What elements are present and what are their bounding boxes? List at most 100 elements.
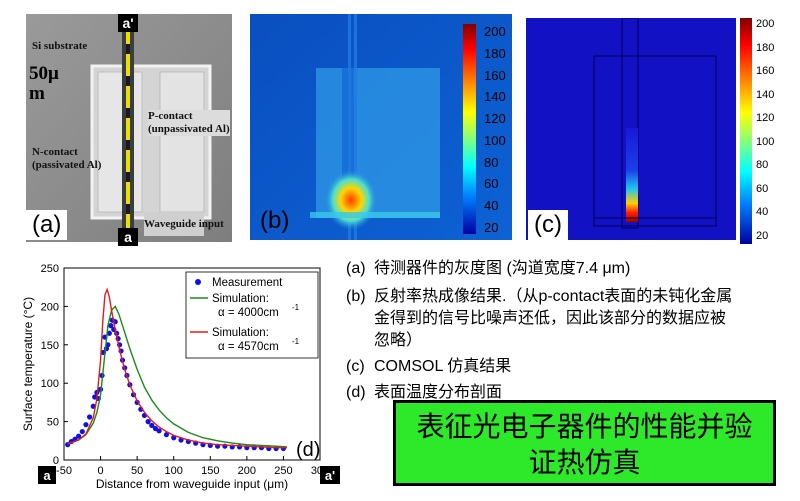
n-contact-label: N-contact (passivated Al) — [32, 146, 101, 172]
legend-box — [185, 271, 319, 359]
panel-c-colorbar-tick-160: 160 — [756, 65, 775, 78]
panel-c-simulation: (c) — [526, 18, 736, 240]
measurement-point — [83, 422, 89, 428]
panel-a-label: (a) — [26, 210, 68, 240]
description-d: (d) 表面温度分布剖面 — [346, 382, 502, 404]
simulation-map — [526, 18, 736, 240]
panel-b-colorbar-tick-160: 160 — [484, 67, 506, 83]
panel-c-label: (c) — [528, 210, 568, 240]
panel-c-colorbar-tick-80: 80 — [756, 159, 769, 172]
panel-c-colorbar-tick-40: 40 — [756, 206, 769, 219]
measurement-point — [79, 428, 85, 435]
panel-c-colorbar-tick-120: 120 — [756, 112, 775, 125]
x-tick-label: 200 — [238, 465, 256, 477]
highlight-line-1: 表征光电子器件的性能并验 — [416, 410, 753, 443]
panel-b-colorbar-tick-180: 180 — [484, 45, 506, 61]
panel-c-colorbar-tick-200: 200 — [756, 18, 775, 30]
p-contact-title: P-contact — [148, 110, 193, 122]
description-b-text-cont2: 忽略） — [374, 332, 423, 349]
legend-label-sim-2-line1: Simulation: — [212, 327, 269, 339]
panel-c-colorbar — [740, 18, 752, 244]
x-tick-label: 50 — [131, 465, 143, 477]
legend-label-measurement: Measurement — [212, 277, 283, 289]
panel-c-colorbar-tick-180: 180 — [756, 41, 775, 54]
panel-b-colorbar-tick-20: 20 — [484, 220, 499, 235]
x-axis-label: Distance from waveguide input (μm) — [96, 477, 288, 491]
si-substrate-label: Si substrate — [32, 40, 88, 52]
p-contact-label: P-contact (unpassivated Al) — [148, 110, 230, 136]
legend-label-sim-1-sup: -1 — [292, 303, 300, 312]
measurement-point — [87, 414, 93, 420]
measurement-point — [156, 428, 162, 434]
legend-label-sim-2-line2: α = 4570cm — [218, 341, 279, 353]
description-b-text-cont: 金得到的信号比噪声还低，因此该部分的数据应被 — [374, 310, 727, 327]
series-line-2 — [67, 287, 288, 449]
description-c-text: COMSOL 仿真结果 — [374, 358, 512, 375]
n-contact-subtitle: (passivated Al) — [32, 159, 102, 171]
description-b: (b) 反射率热成像结果.（从p-contact表面的未钝化金属 金得到的信号比噪… — [346, 286, 732, 352]
scale-bar-label: 50μ m — [29, 63, 59, 104]
panel-b-colorbar-tick-140: 140 — [484, 89, 506, 105]
y-tick-label: 0 — [53, 455, 59, 467]
measurement-point — [106, 330, 112, 336]
marker-a-prime-top: a' — [118, 14, 138, 32]
y-tick-label: 250 — [41, 263, 59, 275]
x-tick-label: 0 — [98, 465, 104, 477]
description-c: (c) COMSOL 仿真结果 — [346, 356, 511, 378]
chart-marker-a: a — [43, 468, 51, 483]
legend-label-sim-2-sup: -1 — [292, 337, 300, 346]
marker-a-bottom: a — [118, 228, 138, 246]
description-c-key: (c) — [346, 358, 365, 375]
highlight-box: 表征光电子器件的性能并验 证热仿真 — [393, 400, 776, 486]
legend-label-sim-1-line2: α = 4000cm — [218, 307, 279, 319]
waveguide-input-label: Waveguide input — [144, 218, 224, 230]
panel-c-colorbar-tick-20: 20 — [756, 230, 769, 242]
panel-b-colorbar-tick-80: 80 — [484, 154, 499, 170]
device-micrograph — [26, 14, 232, 242]
highlight-line-2: 证热仿真 — [528, 446, 641, 479]
x-tick-label: 150 — [201, 465, 219, 477]
measurement-point — [108, 323, 114, 329]
panel-a-micrograph: Si substrate 50μ m P-contact (unpassivat… — [26, 14, 232, 242]
measurement-point — [145, 419, 151, 425]
y-tick-label: 50 — [47, 417, 59, 429]
description-d-key: (d) — [346, 384, 366, 401]
temperature-profile-chart: -50050100150200250300050100150200250Dist… — [21, 263, 340, 491]
series-line-1 — [67, 305, 288, 448]
panel-c-colorbar-ticks: 200 180 160 140 120 100 80 60 40 20 — [756, 18, 786, 244]
panel-b-colorbar-tick-40: 40 — [484, 198, 499, 214]
x-tick-label: 250 — [274, 465, 292, 477]
description-b-text: 反射率热成像结果.（从p-contact表面的未钝化金属 — [374, 288, 733, 305]
p-contact-subtitle: (unpassivated Al) — [148, 123, 230, 135]
panel-b-colorbar-tick-120: 120 — [484, 111, 506, 127]
n-contact-title: N-contact — [32, 146, 78, 158]
y-axis-label: Surface temperature (°C) — [21, 297, 35, 431]
panel-d-label: (d) — [296, 439, 320, 461]
measurement-point — [149, 422, 155, 429]
legend-label-sim-1-line1: Simulation: — [212, 293, 269, 305]
panel-b-label: (b) — [260, 207, 290, 234]
legend-marker-measurement — [195, 279, 201, 285]
y-tick-label: 200 — [41, 301, 59, 313]
panel-c-colorbar-tick-100: 100 — [756, 135, 775, 148]
panel-b-colorbar — [463, 24, 476, 234]
x-tick-label: 100 — [165, 465, 183, 477]
description-a-text: 待测器件的灰度图 (沟道宽度7.4 μm) — [374, 260, 631, 277]
panel-c-colorbar-tick-60: 60 — [756, 182, 769, 195]
chart-marker-a-prime: a' — [325, 468, 335, 483]
panel-c-colorbar-tick-140: 140 — [756, 88, 775, 101]
x-tick-label: -50 — [56, 465, 72, 477]
description-d-text: 表面温度分布剖面 — [374, 384, 503, 401]
chart-marker-a-bg — [38, 466, 56, 484]
panel-b-colorbar-tick-200: 200 — [484, 24, 506, 39]
description-b-key: (b) — [346, 288, 366, 305]
y-tick-label: 100 — [41, 378, 59, 390]
panel-b-colorbar-ticks: 200 180 160 140 120 100 80 60 40 20 — [484, 24, 514, 235]
measurement-point — [163, 432, 169, 438]
measurement-point — [76, 433, 82, 439]
y-tick-label: 150 — [41, 340, 59, 352]
chart-marker-a-prime-bg — [320, 466, 340, 484]
description-a-key: (a) — [346, 260, 366, 277]
panel-b-colorbar-tick-60: 60 — [484, 176, 499, 192]
description-a: (a) 待测器件的灰度图 (沟道宽度7.4 μm) — [346, 258, 630, 280]
